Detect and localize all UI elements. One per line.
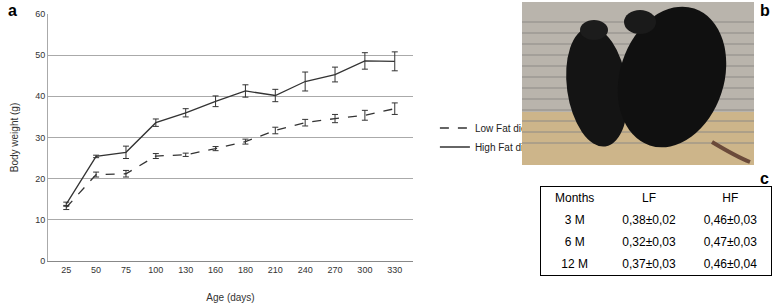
svg-text:180: 180 [238,265,253,275]
svg-text:160: 160 [208,265,223,275]
svg-text:40: 40 [35,91,45,101]
html-text:0,38±0,02: 0,38±0,02 [622,213,676,227]
html-text:0,46±0,04: 0,46±0,04 [703,257,757,271]
html-text:0,47±0,03: 0,47±0,03 [703,235,757,249]
html-text:Months: Months [555,191,595,205]
html-text:6 M: 6 M [564,235,585,249]
svg-text:100: 100 [148,265,163,275]
html-text:b: b [760,2,770,19]
svg-text:210: 210 [268,265,283,275]
svg-text:Low Fat diet: Low Fat diet [475,123,530,134]
html-text:0,37±0,03: 0,37±0,03 [622,257,676,271]
html-text:0,32±0,03: 0,32±0,03 [622,235,676,249]
svg-text:20: 20 [35,174,45,184]
svg-text:75: 75 [121,265,131,275]
html-text:LF: LF [642,191,656,205]
svg-text:300: 300 [357,265,372,275]
svg-text:130: 130 [178,265,193,275]
svg-text:Age (days): Age (days) [206,292,254,303]
svg-text:270: 270 [328,265,343,275]
html-text:HF: HF [722,191,739,205]
svg-text:30: 30 [35,133,45,143]
html-text:12 M: 12 M [561,257,588,271]
html-text:0,46±0,03: 0,46±0,03 [703,213,757,227]
svg-text:240: 240 [298,265,313,275]
html-text:a: a [8,2,17,19]
html-text:c: c [760,170,769,187]
svg-text:50: 50 [91,265,101,275]
svg-text:60: 60 [35,9,45,19]
svg-text:Body weight (g): Body weight (g) [9,103,20,172]
svg-text:10: 10 [35,215,45,225]
svg-text:High Fat diet: High Fat diet [474,141,532,153]
svg-text:25: 25 [61,265,71,275]
svg-text:330: 330 [387,265,402,275]
svg-text:50: 50 [35,50,45,60]
html-text:3 M: 3 M [564,213,585,227]
svg-text:0: 0 [40,256,45,266]
